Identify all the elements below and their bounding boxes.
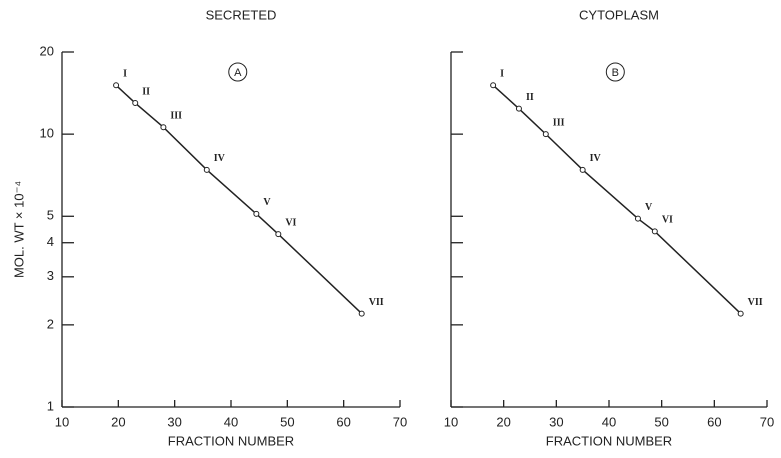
y-tick-label: 4 <box>47 234 54 249</box>
data-point <box>634 215 641 222</box>
data-point <box>490 82 497 89</box>
x-tick-label: 20 <box>111 414 125 429</box>
x-axis-label: FRACTION NUMBER <box>546 433 672 448</box>
annotation-circle <box>605 62 625 82</box>
point-label: VI <box>285 217 296 228</box>
data-point <box>579 166 586 173</box>
x-tick-label: 40 <box>602 414 616 429</box>
point-label: VII <box>748 297 763 308</box>
x-tick-label: 10 <box>55 414 69 429</box>
point-label: II <box>526 92 534 103</box>
data-point <box>113 82 120 89</box>
x-tick-label: 30 <box>167 414 181 429</box>
x-tick-label: 50 <box>654 414 668 429</box>
fit-line <box>492 84 742 315</box>
point-label: VI <box>662 215 673 226</box>
point-label: II <box>142 86 150 97</box>
x-axis-label: FRACTION NUMBER <box>168 433 294 448</box>
panel-title: SECRETED <box>206 7 277 22</box>
annotation: B <box>612 67 619 79</box>
point-label: IV <box>590 153 602 164</box>
point-label: III <box>170 111 182 122</box>
x-tick-label: 70 <box>760 414 774 429</box>
x-tick-label: 20 <box>496 414 510 429</box>
point-label: VII <box>369 297 384 308</box>
annotation: A <box>234 67 242 79</box>
y-tick-label: 3 <box>47 268 54 283</box>
point-label: I <box>500 69 504 80</box>
y-tick-label: 5 <box>47 208 54 223</box>
x-tick-label: 30 <box>549 414 563 429</box>
point-label: V <box>645 202 653 213</box>
data-point <box>160 124 167 131</box>
point-label: IV <box>214 153 226 164</box>
data-point <box>737 310 744 317</box>
x-tick-label: 60 <box>336 414 350 429</box>
data-point <box>515 105 522 112</box>
data-point <box>542 131 549 138</box>
data-point <box>253 210 260 217</box>
x-tick-label: 10 <box>444 414 458 429</box>
point-label: III <box>553 117 565 128</box>
data-point <box>651 228 658 235</box>
panel-title: CYTOPLASM <box>579 7 659 22</box>
x-tick-label: 50 <box>280 414 294 429</box>
y-tick-label: 10 <box>40 126 54 141</box>
annotation-circle <box>228 62 248 82</box>
x-tick-label: 60 <box>707 414 721 429</box>
y-axis-label: MOL. WT × 10⁻⁴ <box>11 181 26 278</box>
data-point <box>358 310 365 317</box>
fit-line <box>115 84 363 315</box>
point-label: V <box>263 197 271 208</box>
data-point <box>275 231 282 238</box>
y-tick-label: 20 <box>40 43 54 58</box>
x-tick-label: 70 <box>393 414 407 429</box>
y-tick-label: 1 <box>47 398 54 413</box>
y-tick-label: 2 <box>47 316 54 331</box>
point-label: I <box>123 69 127 80</box>
x-tick-label: 40 <box>224 414 238 429</box>
data-point <box>132 100 139 107</box>
data-point <box>203 166 210 173</box>
